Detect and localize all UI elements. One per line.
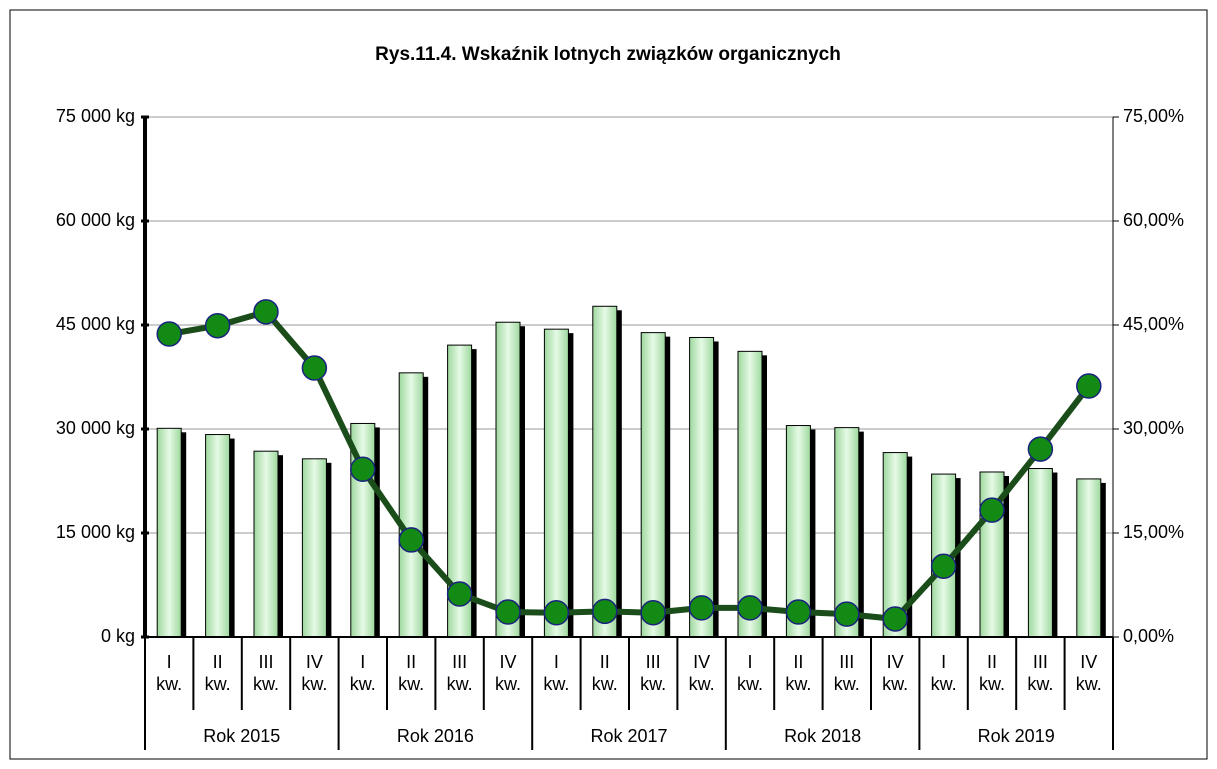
x-tick-label: II kw. [978,652,1005,694]
line-marker [156,321,182,347]
line-marker [1027,436,1054,462]
line-marker [834,601,860,627]
x-tick-label: III kw. [446,652,473,694]
bar [495,321,521,638]
y-tick-label: 30 000 kg [56,418,135,438]
x-tick-label: II kw. [591,652,618,694]
x-tick-label: IV kw. [882,652,909,694]
x-tick-label: III kw. [1027,652,1054,694]
line-marker [688,595,715,621]
group-label: Rok 2016 [397,726,474,746]
group-label: Rok 2015 [203,726,280,746]
line-marker [301,355,328,381]
y2-tick-label: 60,00% [1123,210,1184,230]
line-marker [350,456,376,482]
line-marker [930,553,957,580]
x-tick-label: III kw. [252,652,279,694]
line-marker [979,497,1005,523]
chart-title: Rys.11.4. Wskaźnik lotnych związków orga… [375,44,841,65]
line-marker [785,599,812,625]
x-tick-label: II kw. [204,652,231,694]
y2-tick-label: 0,00% [1123,626,1174,646]
x-tick-label: I kw. [543,652,570,694]
x-tick-label: IV kw. [688,652,715,694]
line-marker [495,599,521,625]
x-tick-label: I kw. [349,652,376,694]
line-marker [882,606,908,632]
bar [398,372,424,638]
y-tick-label: 60 000 kg [56,210,135,230]
group-label: Rok 2018 [784,726,861,746]
bar [543,328,569,638]
bar [301,458,327,638]
bar [592,305,618,638]
x-tick-label: IV kw. [1075,652,1102,694]
y2-tick-label: 45,00% [1123,314,1184,334]
line-marker [737,595,763,621]
x-tick-label: III kw. [640,652,667,694]
y-tick-label: 75 000 kg [56,106,135,126]
line-marker [253,299,279,325]
x-tick-label: II kw. [785,652,812,694]
bar [1027,468,1053,638]
line-marker [1076,373,1102,399]
x-tick-label: III kw. [833,652,860,694]
bar [253,450,279,638]
bar [156,427,182,638]
x-tick-label: I kw. [736,652,763,694]
bar [737,350,763,638]
x-tick-label: I kw. [930,652,957,694]
x-tick-label: II kw. [398,652,425,694]
y-tick-label: 0 kg [101,626,135,646]
line-marker [640,599,666,626]
x-tick-label: IV kw. [494,652,521,694]
line-marker [204,312,231,339]
line-marker [398,527,424,553]
x-tick-label: I kw. [156,652,183,694]
line-marker [592,598,618,625]
y2-tick-label: 75,00% [1123,106,1184,126]
y-tick-label: 15 000 kg [56,522,135,542]
bar [205,434,231,638]
y2-tick-label: 30,00% [1123,418,1184,438]
line-marker [543,599,570,626]
y-tick-label: 45 000 kg [56,314,135,334]
bar [689,336,715,638]
y2-tick-label: 15,00% [1123,522,1184,542]
line-marker [446,581,473,607]
bar [1076,478,1102,638]
x-tick-label: IV kw. [301,652,328,694]
group-label: Rok 2017 [590,726,667,746]
group-label: Rok 2019 [978,726,1055,746]
bar [640,332,666,638]
